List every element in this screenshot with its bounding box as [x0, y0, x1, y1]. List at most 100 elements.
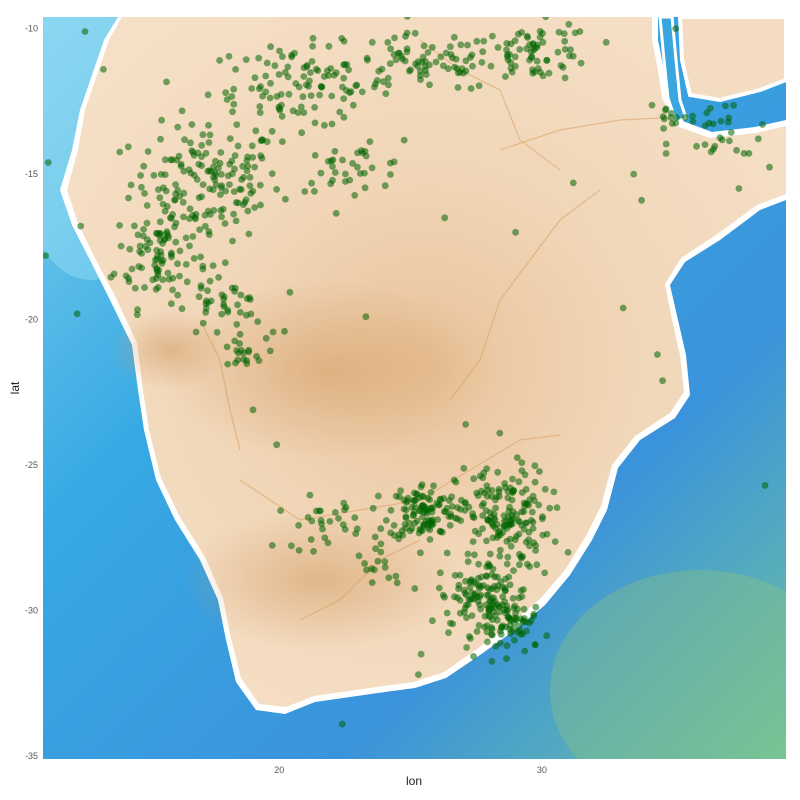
occurrence-point [496, 546, 504, 554]
occurrence-point [254, 318, 262, 325]
occurrence-point [161, 207, 169, 215]
occurrence-point [446, 43, 454, 51]
occurrence-point [221, 259, 229, 267]
occurrence-point [267, 43, 274, 51]
occurrence-point [206, 131, 214, 139]
occurrence-point [234, 142, 242, 150]
occurrence-point [455, 585, 462, 593]
occurrence-point [127, 181, 135, 189]
occurrence-point [491, 582, 498, 590]
occurrence-point [300, 73, 308, 80]
occurrence-point [331, 509, 339, 516]
occurrence-point [317, 169, 325, 177]
occurrence-point [465, 596, 473, 603]
occurrence-point [660, 125, 667, 132]
occurrence-point [430, 482, 437, 490]
occurrence-point [308, 517, 316, 525]
occurrence-point [484, 493, 491, 500]
occurrence-point [506, 51, 513, 58]
occurrence-point [437, 496, 445, 503]
occurrence-point [168, 300, 175, 308]
occurrence-point [411, 29, 419, 37]
occurrence-point [340, 37, 348, 45]
occurrence-point [223, 343, 231, 351]
occurrence-point [471, 527, 479, 535]
occurrence-point [199, 319, 207, 327]
occurrence-point [464, 41, 471, 49]
occurrence-point [446, 522, 454, 529]
occurrence-point [237, 291, 245, 299]
occurrence-point [386, 60, 394, 67]
occurrence-point [139, 232, 147, 240]
occurrence-point [131, 222, 138, 230]
occurrence-point [526, 56, 533, 64]
occurrence-point [229, 237, 236, 245]
occurrence-point [152, 285, 160, 293]
occurrence-point [312, 507, 320, 515]
y-tick-label: -25 [25, 460, 38, 470]
occurrence-point [284, 63, 292, 71]
occurrence-point [553, 504, 561, 511]
occurrence-point [469, 62, 476, 70]
occurrence-point [506, 484, 514, 492]
occurrence-point [263, 59, 271, 67]
occurrence-point [340, 113, 348, 121]
occurrence-point [81, 28, 89, 35]
occurrence-point [453, 65, 461, 72]
occurrence-point [44, 159, 52, 166]
occurrence-point [262, 334, 270, 342]
occurrence-point [523, 627, 530, 635]
occurrence-point [195, 293, 203, 301]
occurrence-point [397, 487, 404, 495]
occurrence-point [309, 42, 316, 50]
northeast-landmass [677, 17, 786, 103]
occurrence-point [157, 251, 165, 259]
occurrence-point [402, 514, 410, 522]
occurrence-point [157, 171, 165, 178]
occurrence-point [434, 516, 441, 523]
occurrence-point [469, 510, 476, 518]
occurrence-point [429, 617, 436, 625]
occurrence-point [416, 525, 424, 533]
occurrence-point [268, 542, 276, 549]
occurrence-point [362, 313, 370, 321]
occurrence-point [310, 547, 317, 555]
occurrence-point [754, 135, 762, 143]
occurrence-point [395, 535, 403, 543]
occurrence-point [440, 508, 448, 515]
occurrence-point [533, 561, 541, 569]
occurrence-point [410, 508, 418, 516]
occurrence-point [321, 534, 329, 542]
occurrence-point [501, 480, 508, 487]
occurrence-point [462, 421, 470, 428]
occurrence-point [475, 560, 482, 568]
occurrence-point [492, 504, 499, 512]
occurrence-point [422, 58, 429, 65]
occurrence-point [733, 146, 740, 154]
occurrence-point [249, 406, 257, 414]
occurrence-point [648, 101, 656, 109]
occurrence-point [536, 33, 544, 41]
occurrence-point [403, 45, 411, 53]
occurrence-point [531, 478, 539, 486]
occurrence-point [400, 505, 408, 513]
occurrence-point [531, 462, 539, 470]
occurrence-point [159, 257, 167, 264]
occurrence-point [470, 653, 477, 660]
occurrence-point [226, 135, 234, 143]
occurrence-point [346, 89, 353, 96]
occurrence-point [703, 109, 711, 117]
occurrence-point [336, 108, 344, 116]
occurrence-point [524, 34, 531, 41]
occurrence-point [266, 347, 274, 355]
occurrence-point [117, 242, 125, 250]
occurrence-point [188, 121, 196, 128]
occurrence-point [514, 30, 522, 38]
occurrence-point [324, 539, 332, 547]
occurrence-point [222, 89, 230, 97]
occurrence-point [214, 164, 222, 172]
occurrence-point [368, 164, 376, 172]
occurrence-point [252, 127, 260, 135]
occurrence-point [667, 114, 675, 121]
